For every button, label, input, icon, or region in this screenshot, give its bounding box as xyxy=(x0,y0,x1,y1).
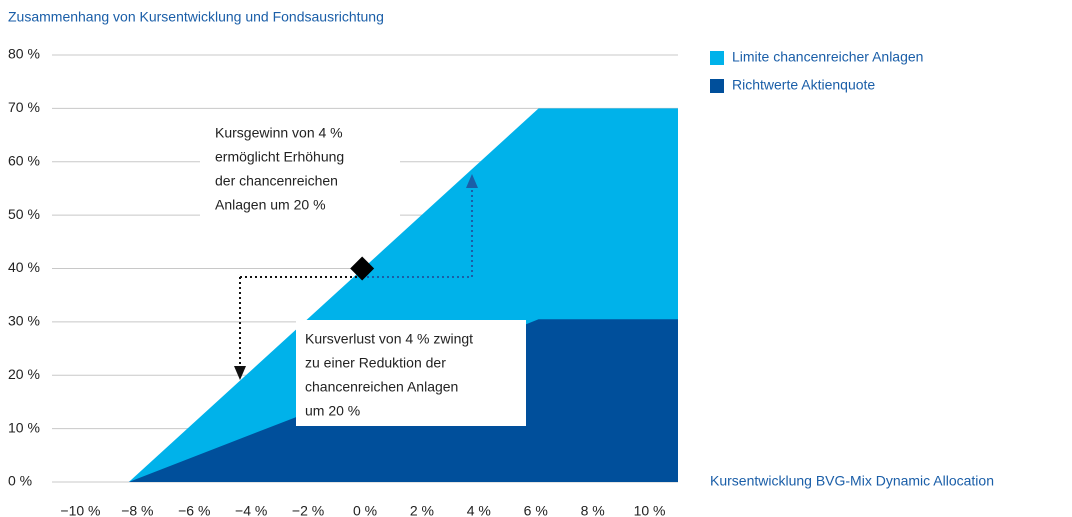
annotations: Kursgewinn von 4 % ermöglicht Erhöhung der… xyxy=(200,118,526,426)
x-tick-label: −2 % xyxy=(292,503,324,517)
x-tick-label: 10 % xyxy=(634,503,666,517)
dotted-arrow xyxy=(239,276,360,370)
x-tick-label: 0 % xyxy=(353,503,377,517)
y-tick-label: 80 % xyxy=(8,46,40,62)
legend-label: Limite chancenreicher Anlagen xyxy=(732,49,923,65)
x-tick-label: −6 % xyxy=(178,503,210,517)
y-tick-label: 60 % xyxy=(8,152,40,168)
y-tick-label: 50 % xyxy=(8,206,40,222)
annotation-text: chancenreichen Anlagen xyxy=(305,379,458,395)
y-tick-label: 10 % xyxy=(8,419,40,435)
arrow-head xyxy=(466,174,478,188)
marker xyxy=(350,256,375,281)
y-tick-label: 30 % xyxy=(8,313,40,329)
annotation-text: ermöglicht Erhöhung xyxy=(215,149,344,165)
x-tick-label: −10 % xyxy=(60,503,100,517)
x-tick-label: 6 % xyxy=(524,503,548,517)
x-tick-label: 8 % xyxy=(581,503,605,517)
annotation-text: um 20 % xyxy=(305,403,360,419)
annotation-text: Kursverlust von 4 % zwingt xyxy=(305,331,473,347)
annotation-box xyxy=(200,118,400,222)
annotation-text: Kursgewinn von 4 % xyxy=(215,125,343,141)
legend-swatch xyxy=(710,51,724,65)
x-axis-label: Kursentwicklung BVG-Mix Dynamic Allocati… xyxy=(710,473,994,489)
annotation-text: der chancenreichen xyxy=(215,173,338,189)
annotation-box xyxy=(296,320,526,426)
annotation-text: Anlagen um 20 % xyxy=(215,197,326,213)
y-tick-label: 40 % xyxy=(8,259,40,275)
y-tick-label: 20 % xyxy=(8,366,40,382)
arrow-head xyxy=(234,366,246,380)
y-tick-label: 70 % xyxy=(8,99,40,115)
dotted-arrow xyxy=(362,184,473,278)
legend-swatch xyxy=(710,79,724,93)
chart-title: Zusammenhang von Kursentwicklung und Fon… xyxy=(8,9,384,25)
y-tick-label: 0 % xyxy=(8,473,32,489)
x-tick-label: 2 % xyxy=(410,503,434,517)
x-tick-label: −8 % xyxy=(121,503,153,517)
x-tick-label: −4 % xyxy=(235,503,267,517)
annotation-text: zu einer Reduktion der xyxy=(305,355,446,371)
x-tick-label: 4 % xyxy=(467,503,491,517)
legend-label: Richtwerte Aktienquote xyxy=(732,77,875,93)
